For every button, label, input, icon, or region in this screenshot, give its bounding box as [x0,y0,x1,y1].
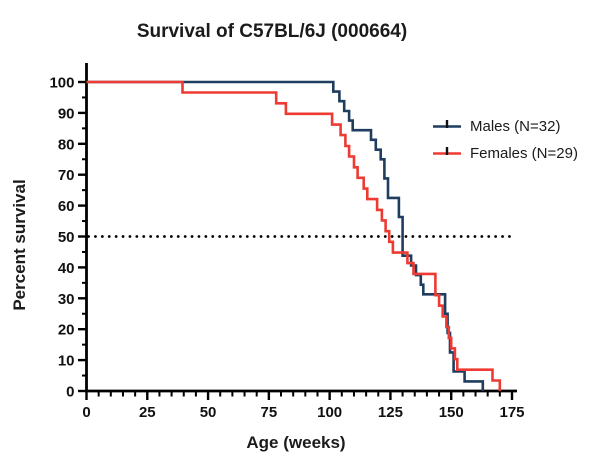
y-tick-label: 70 [58,167,75,184]
y-tick-label: 50 [58,229,75,246]
x-tick-label: 0 [82,404,90,421]
x-tick-label: 50 [200,404,217,421]
x-axis-label: Age (weeks) [246,433,345,452]
x-tick-label: 25 [139,404,156,421]
axes-group [85,63,517,393]
x-tick-label: 175 [499,404,524,421]
survival-curves-group [86,80,502,391]
y-tick-label: 40 [58,260,75,277]
y-tick-label: 20 [58,322,75,339]
legend-group [433,120,461,155]
y-tick-label: 0 [66,384,74,401]
chart-title: Survival of C57BL/6J (000664) [137,21,407,42]
x-tick-label: 150 [439,404,464,421]
x-tick-label: 125 [378,404,403,421]
y-axis-label: Percent survival [10,179,29,310]
y-tick-label: 80 [58,136,75,153]
legend-label-males: Males (N=32) [470,118,560,135]
x-tick-label: 75 [261,404,278,421]
y-tick-label: 30 [58,291,75,308]
axis-ticks-group: 0 25 50 75 100 125 150 175 0 10 20 30 40 50 60 70 80 90 10… [49,75,524,422]
y-tick-label: 10 [58,353,75,370]
y-tick-label: 100 [49,75,74,92]
legend-label-females: Females (N=29) [470,145,578,162]
males-survival-curve [86,80,485,391]
y-tick-label: 60 [58,198,75,215]
y-tick-label: 90 [58,105,75,122]
females-survival-curve [86,80,502,391]
x-tick-label: 100 [317,404,342,421]
